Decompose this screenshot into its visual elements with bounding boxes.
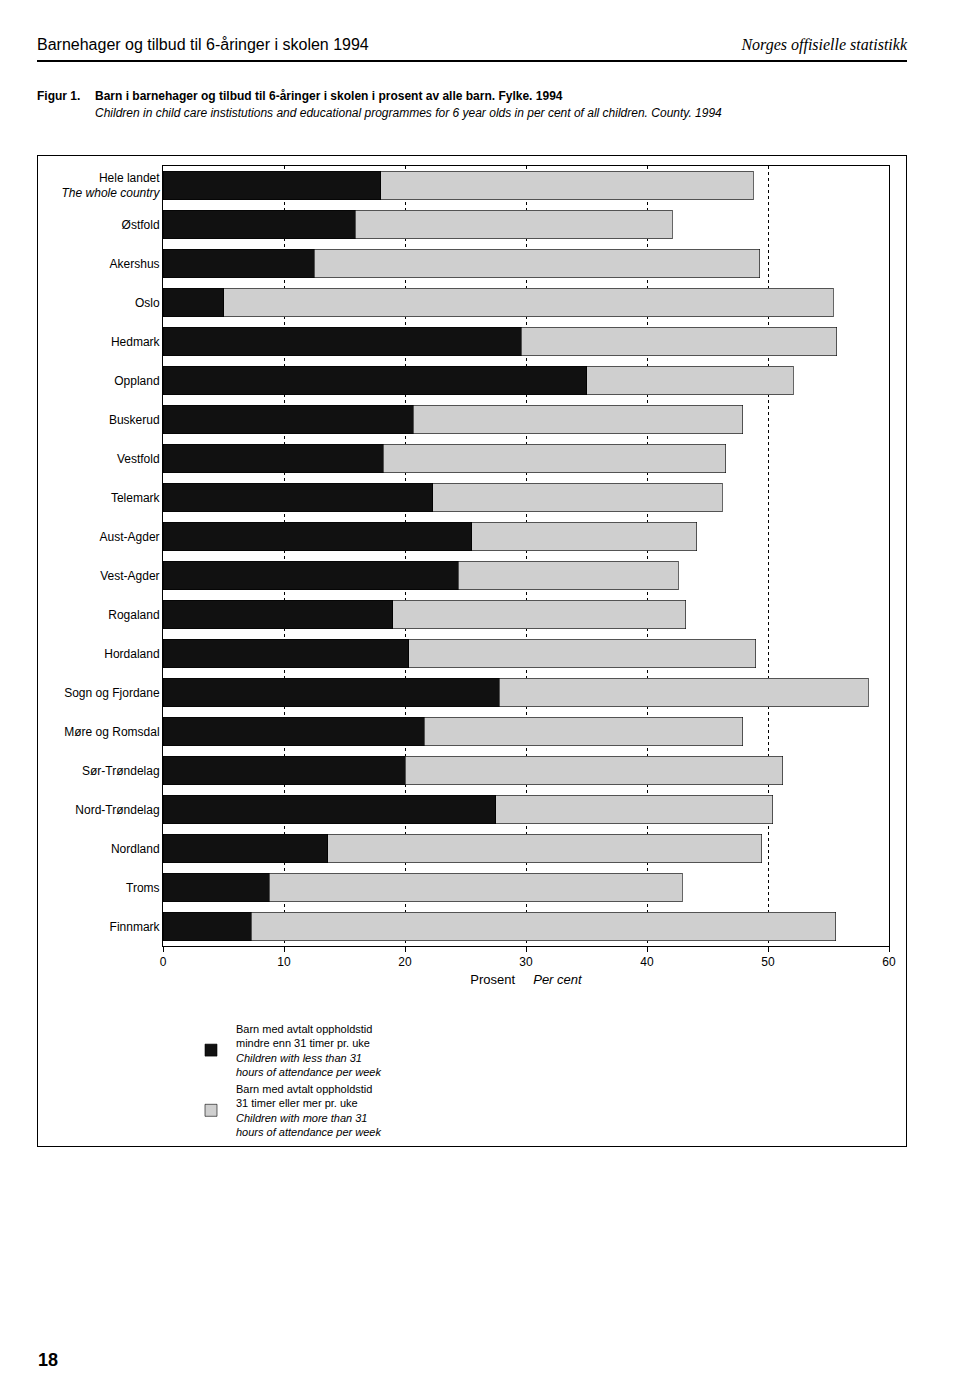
svg-text:Østfold: Østfold <box>122 218 160 232</box>
svg-text:Barn med avtalt oppholdstidmin: Barn med avtalt oppholdstidmindre enn 31… <box>236 1023 381 1078</box>
svg-text:20: 20 <box>398 955 412 969</box>
svg-text:Barn med avtalt oppholdstid31: Barn med avtalt oppholdstid31 timer elle… <box>236 1083 381 1138</box>
html-text:18: 18 <box>38 1350 58 1370</box>
html-text:Figur 1.: Figur 1. <box>37 89 81 103</box>
svg-text:Hedmark: Hedmark <box>111 335 161 349</box>
svg-text:Vestfold: Vestfold <box>117 452 160 466</box>
svg-text:Hele landetThe whole country: Hele landetThe whole country <box>62 171 161 201</box>
svg-text:Aust-Agder: Aust-Agder <box>100 530 160 544</box>
svg-text:Akershus: Akershus <box>110 257 160 271</box>
svg-text:Oslo: Oslo <box>135 296 160 310</box>
svg-text:30: 30 <box>519 955 533 969</box>
svg-text:Finnmark: Finnmark <box>110 920 161 934</box>
svg-text:40: 40 <box>640 955 654 969</box>
svg-text:Hordaland: Hordaland <box>104 647 159 661</box>
svg-text:60: 60 <box>882 955 896 969</box>
html-text:Barnehager og tilbud til 6-åri: Barnehager og tilbud til 6-åringer i sko… <box>37 36 369 53</box>
svg-text:0: 0 <box>160 955 167 969</box>
svg-text:Troms: Troms <box>126 881 160 895</box>
html-text:Norges offisielle statistikk: Norges offisielle statistikk <box>741 36 907 53</box>
svg-text:Møre og Romsdal: Møre og Romsdal <box>64 725 159 739</box>
svg-text:50: 50 <box>761 955 775 969</box>
svg-text:Buskerud: Buskerud <box>109 413 160 427</box>
svg-text:Vest-Agder: Vest-Agder <box>100 569 159 583</box>
svg-text:Sør-Trøndelag: Sør-Trøndelag <box>82 764 160 778</box>
svg-text:Prosent Per cent: Prosent Per cent <box>470 972 583 987</box>
svg-text:Nordland: Nordland <box>111 842 160 856</box>
html-text:Barn i barnehager og tilbud ti: Barn i barnehager og tilbud til 6-åringe… <box>95 89 563 103</box>
svg-text:10: 10 <box>277 955 291 969</box>
svg-text:Telemark: Telemark <box>111 491 161 505</box>
html-text:Children in child care instist: Children in child care instistutions and… <box>95 106 722 120</box>
svg-text:Nord-Trøndelag: Nord-Trøndelag <box>75 803 159 817</box>
svg-text:Sogn og Fjordane: Sogn og Fjordane <box>64 686 160 700</box>
svg-text:Oppland: Oppland <box>114 374 159 388</box>
svg-text:Rogaland: Rogaland <box>108 608 159 622</box>
